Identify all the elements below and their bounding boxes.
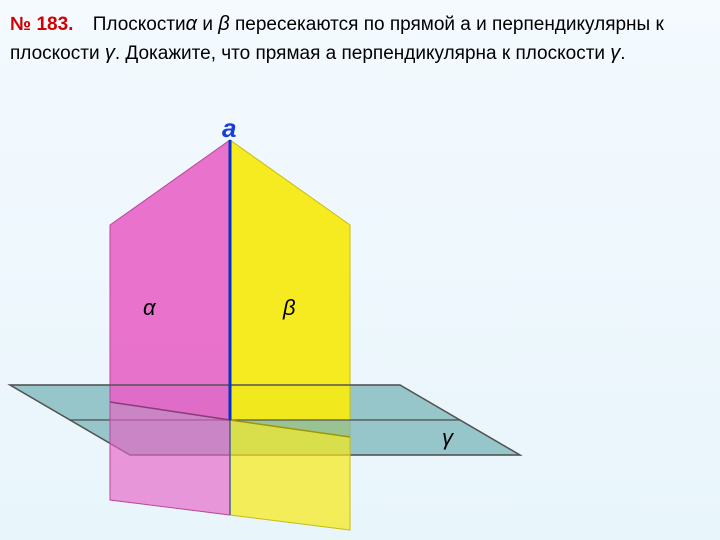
beta-plane-bottom (230, 420, 350, 530)
line-a-label: a (222, 113, 236, 144)
beta-label: β (282, 295, 296, 320)
beta-inline: β (218, 13, 229, 35)
alpha-plane-bottom (110, 402, 230, 515)
gamma-inline-1: γ (105, 42, 115, 64)
beta-plane-top (230, 140, 350, 437)
text-5: . (620, 43, 625, 64)
problem-number: № 183. (10, 14, 73, 35)
problem-statement: № 183. Плоскостиα и β пересекаются по пр… (10, 10, 700, 67)
geometry-diagram: α β γ a (0, 115, 550, 535)
gamma-inline-2: γ (610, 42, 620, 64)
text-4: . Докажите, что прямая а перпендикулярна… (115, 43, 610, 64)
alpha-label: α (143, 295, 157, 320)
diagram-svg: α β γ (0, 115, 550, 535)
alpha-plane-top (110, 140, 230, 420)
alpha-inline: α (186, 13, 197, 35)
text-2: и (197, 14, 218, 35)
text-1: Плоскости (93, 14, 186, 35)
